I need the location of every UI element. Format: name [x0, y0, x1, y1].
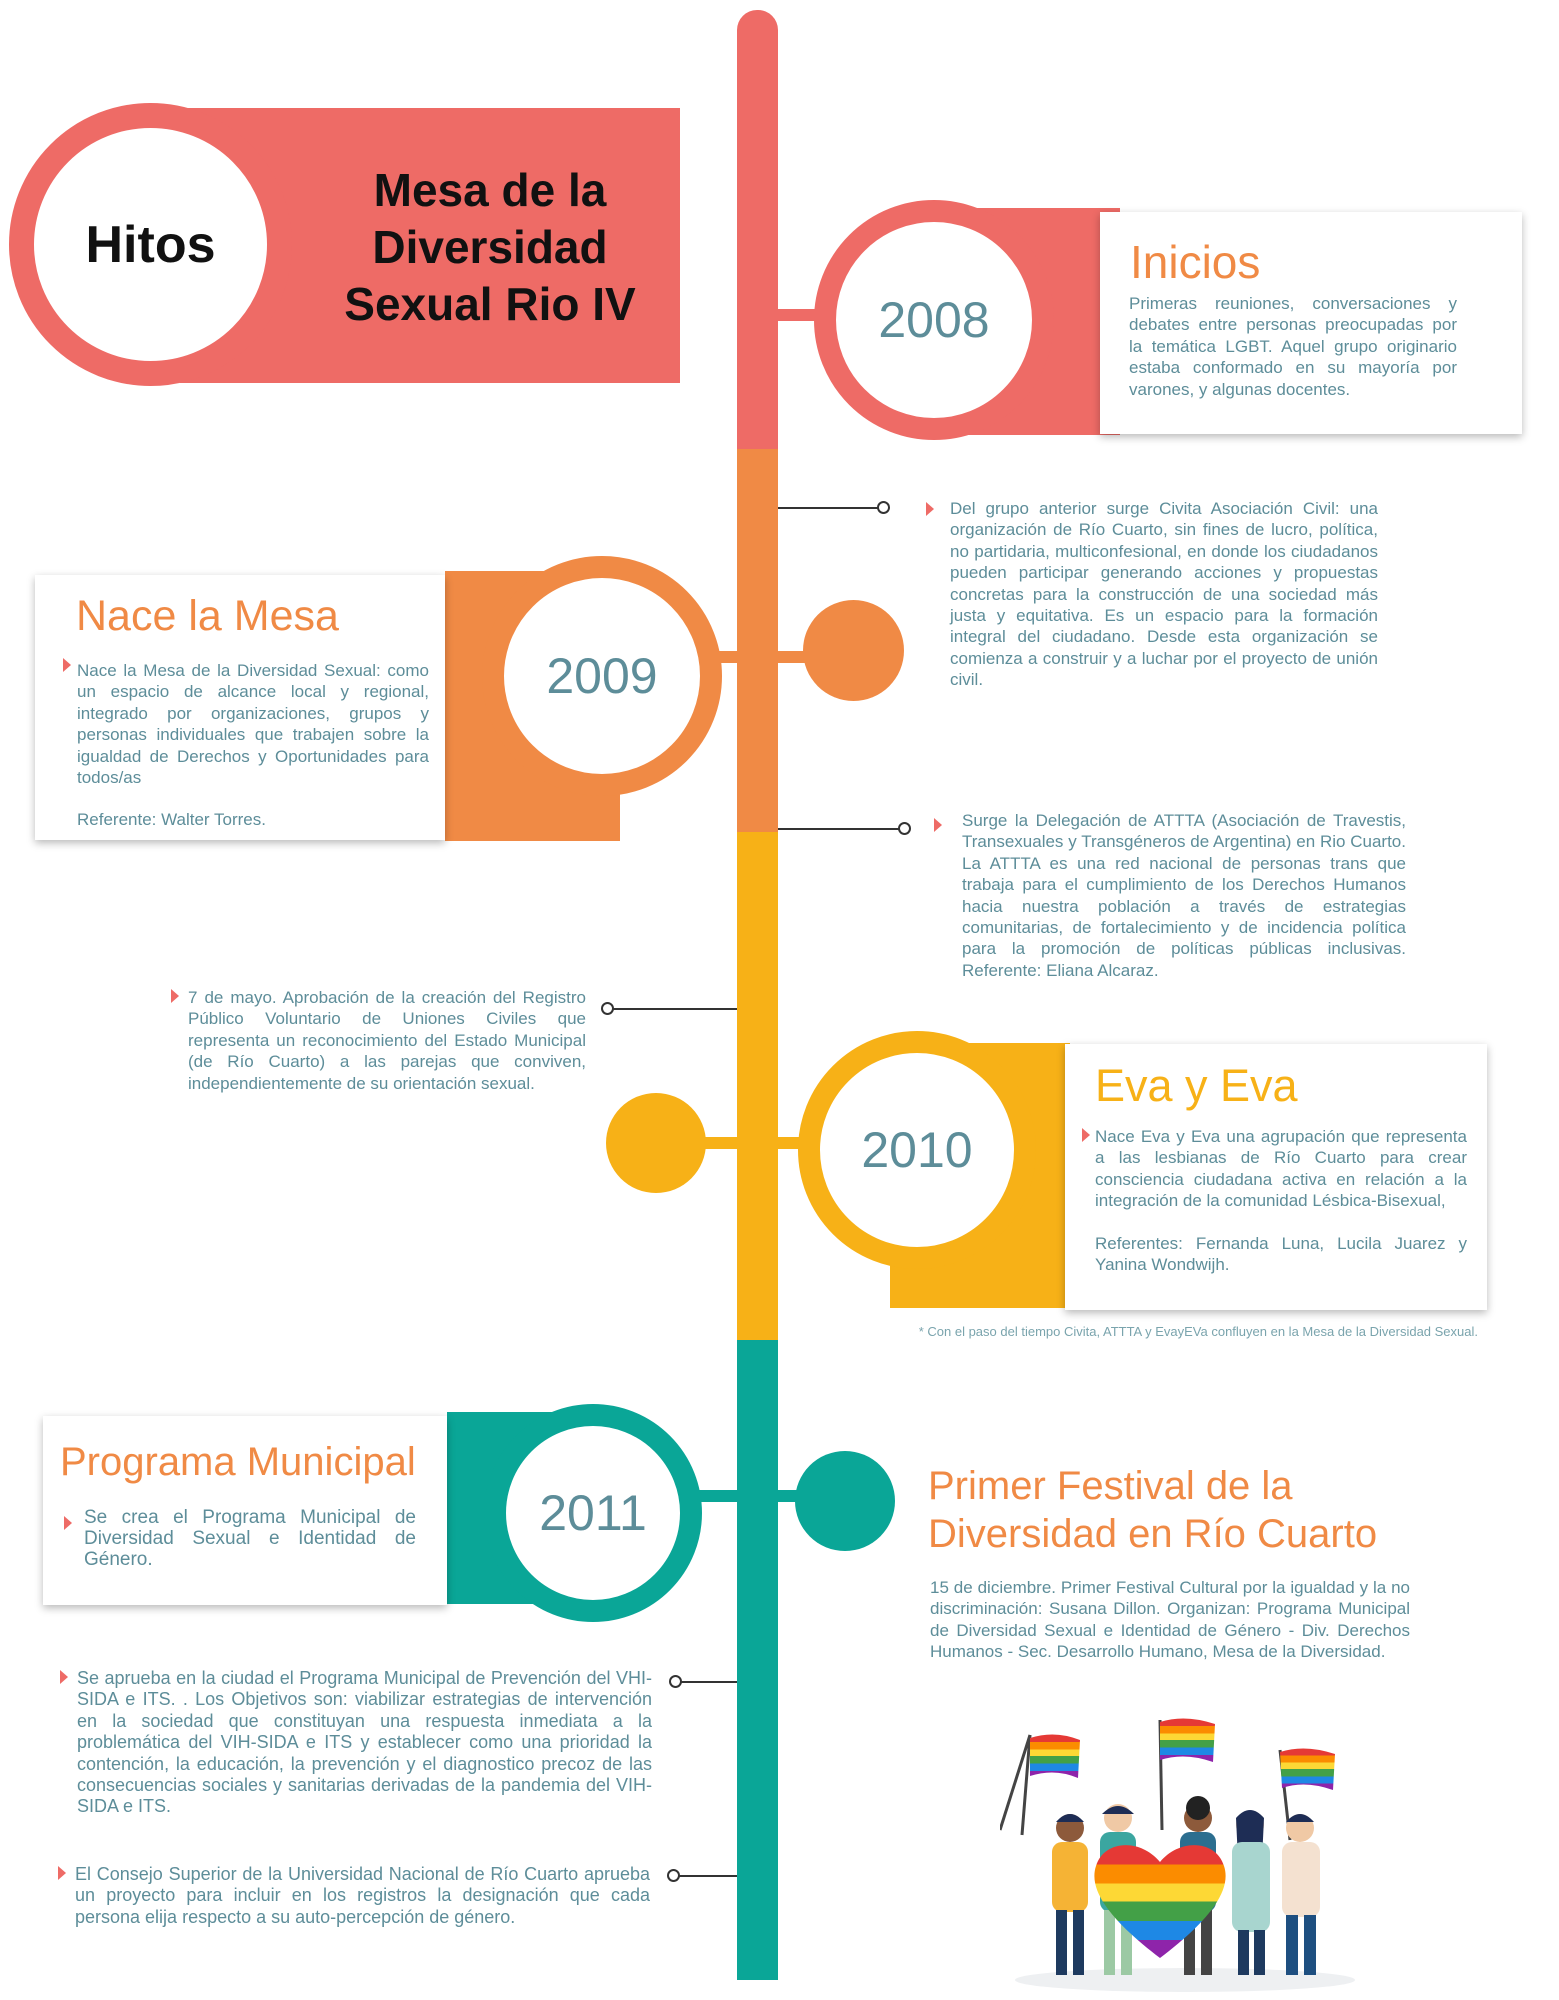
- attta-dot: [898, 822, 911, 835]
- unrc-line: [679, 1875, 737, 1877]
- attta-text: Surge la Delegación de ATTTA (Asociación…: [962, 811, 1406, 980]
- connector-2010: [690, 1137, 830, 1149]
- text-2010: Nace Eva y Eva una agrupación que repres…: [1095, 1127, 1467, 1211]
- text-2008: Primeras reuniones, conversaciones y deb…: [1129, 294, 1457, 399]
- referente-2009: Referente: Walter Torres.: [77, 810, 266, 830]
- text-2009-wrap: Nace la Mesa de la Diversidad Sexual: co…: [77, 660, 429, 831]
- card-2008: [1100, 212, 1522, 434]
- timeline-segment-2011: [737, 1340, 778, 1980]
- attta-arrow-icon: [934, 818, 942, 832]
- person-1: [1052, 1814, 1088, 1975]
- bullet-2011-icon: [64, 1516, 72, 1530]
- timeline-segment-2009: [737, 449, 778, 832]
- timeline-dot-2010: [606, 1093, 706, 1193]
- footnote: * Con el paso del tiempo Civita, ATTTA y…: [918, 1324, 1478, 1339]
- attta-line: [778, 828, 900, 830]
- year-2009: 2009: [546, 648, 658, 704]
- header-title-line3: Sexual Rio IV: [344, 278, 636, 330]
- timeline-dot-2009: [803, 600, 904, 701]
- civita-line: [778, 507, 878, 509]
- hitos-badge: Hitos: [9, 103, 292, 386]
- hitos-label: Hitos: [85, 215, 216, 274]
- title-2009: Nace la Mesa: [76, 592, 339, 640]
- festival-title-line1: Primer Festival de la: [928, 1464, 1293, 1508]
- header-title-line2: Diversidad: [372, 221, 608, 273]
- title-2008: Inicios: [1130, 236, 1261, 288]
- civita-arrow-icon: [926, 502, 934, 516]
- vih-text: Se aprueba en la ciudad el Programa Muni…: [77, 1668, 652, 1817]
- festival-text: 15 de diciembre. Primer Festival Cultura…: [930, 1578, 1410, 1662]
- rainbow-heart: [1094, 1845, 1226, 1958]
- festival-title-line2: Diversidad en Río Cuarto: [928, 1512, 1378, 1556]
- civita-text: Del grupo anterior surge Civita Asociaci…: [950, 499, 1378, 690]
- title-2010: Eva y Eva: [1095, 1060, 1298, 1111]
- unrc-text: El Consejo Superior de la Universidad Na…: [75, 1864, 650, 1927]
- vih-arrow-icon: [60, 1670, 68, 1684]
- title-2011: Programa Municipal: [60, 1440, 416, 1484]
- year-2011: 2011: [539, 1485, 647, 1541]
- year-2010: 2010: [861, 1122, 973, 1178]
- year-circle-2011: [484, 1404, 702, 1622]
- card-2009: [35, 575, 445, 840]
- text-2011: Se crea el Programa Municipal de Diversi…: [84, 1507, 416, 1570]
- header-title-line1: Mesa de la: [373, 164, 607, 216]
- ground-shadow: [1015, 1968, 1355, 1992]
- year-2008: 2008: [878, 292, 990, 348]
- card-2010: [1065, 1044, 1487, 1310]
- registro-line: [613, 1008, 737, 1010]
- civita-dot: [877, 501, 890, 514]
- flag-right: [1280, 1748, 1335, 1790]
- text-2009: Nace la Mesa de la Diversidad Sexual: co…: [77, 661, 429, 788]
- referentes-2010: Referentes: Fernanda Luna, Lucila Juarez…: [1095, 1233, 1467, 1275]
- festival-title: Primer Festival de la Diversidad en Río …: [928, 1462, 1377, 1558]
- timeline-dot-2011: [795, 1451, 895, 1551]
- connector-2011: [685, 1490, 825, 1502]
- registro-text: 7 de mayo. Aprobación de la creación del…: [188, 988, 586, 1093]
- text-2010-wrap: Nace Eva y Eva una agrupación que repres…: [1095, 1126, 1467, 1275]
- flag-pole-left-fixed: [1020, 1734, 1032, 1836]
- pride-people-illustration: [1000, 1718, 1355, 1992]
- person-5: [1282, 1814, 1320, 1975]
- connector-2008: [770, 309, 820, 321]
- timeline-segment-2010: [737, 832, 778, 1340]
- bullet-2010-icon: [1082, 1128, 1090, 1142]
- header-title: Mesa de la Diversidad Sexual Rio IV: [300, 162, 680, 333]
- bullet-2009-icon: [63, 658, 71, 672]
- unrc-arrow-icon: [58, 1866, 66, 1880]
- vih-line: [681, 1681, 737, 1683]
- flag-center: [1160, 1718, 1215, 1762]
- flag-pole-left: [1000, 1734, 1032, 1831]
- flag-left: [1030, 1734, 1080, 1778]
- registro-arrow-icon: [171, 989, 179, 1003]
- timeline-segment-2008: [737, 50, 778, 449]
- person-4: [1232, 1810, 1270, 1975]
- card-2011: [43, 1416, 447, 1605]
